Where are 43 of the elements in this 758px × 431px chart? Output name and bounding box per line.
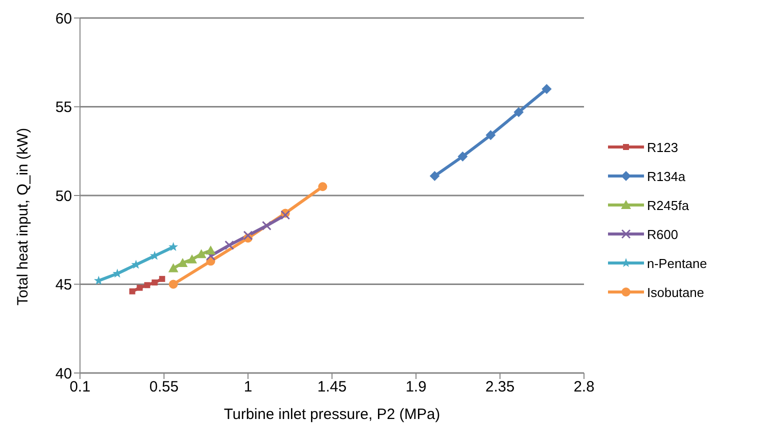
point bbox=[129, 288, 136, 294]
point bbox=[486, 130, 496, 140]
x-tick-label: 1.45 bbox=[317, 378, 347, 396]
legend-label: R123 bbox=[647, 140, 678, 154]
point bbox=[144, 282, 150, 288]
point bbox=[150, 250, 160, 260]
legend-label: R600 bbox=[647, 226, 678, 242]
point bbox=[514, 107, 524, 118]
point bbox=[458, 151, 468, 162]
x-tick-label: 0.1 bbox=[70, 378, 90, 396]
y-tick-label: 45 bbox=[55, 276, 72, 294]
x-tick-label: 0.55 bbox=[149, 378, 179, 396]
x-tick-label: 2.8 bbox=[574, 378, 594, 396]
legend-label: R245fa bbox=[647, 198, 689, 212]
y-tick-label: 55 bbox=[55, 99, 72, 116]
point bbox=[206, 246, 216, 255]
point bbox=[159, 276, 166, 282]
y-tick-label: 50 bbox=[55, 188, 72, 205]
x-tick-label: 2.35 bbox=[485, 378, 515, 396]
point bbox=[196, 249, 206, 258]
point bbox=[168, 242, 178, 252]
point bbox=[224, 240, 234, 250]
point bbox=[187, 254, 197, 264]
point bbox=[168, 280, 178, 289]
point bbox=[262, 220, 272, 230]
x-axis-title: Turbine inlet pressure, P2 (MPa) bbox=[224, 406, 440, 423]
y-tick-label: 40 bbox=[55, 365, 72, 382]
point bbox=[136, 284, 143, 291]
point bbox=[542, 84, 552, 94]
point bbox=[152, 279, 158, 286]
legend-label: n-Pentane bbox=[647, 256, 707, 270]
point bbox=[206, 251, 216, 261]
y-tick-label: 60 bbox=[55, 10, 72, 28]
point bbox=[430, 170, 440, 181]
legend-label: R134a bbox=[647, 168, 686, 184]
point bbox=[243, 230, 253, 240]
x-tick-label: 1 bbox=[244, 378, 252, 396]
point bbox=[178, 258, 188, 267]
legend-label: Isobutane bbox=[647, 284, 704, 300]
y-axis-title: Total heat input, Q_in (kW) bbox=[14, 128, 32, 306]
point bbox=[168, 263, 178, 272]
point bbox=[318, 182, 328, 192]
x-tick-label: 1.9 bbox=[406, 378, 426, 396]
